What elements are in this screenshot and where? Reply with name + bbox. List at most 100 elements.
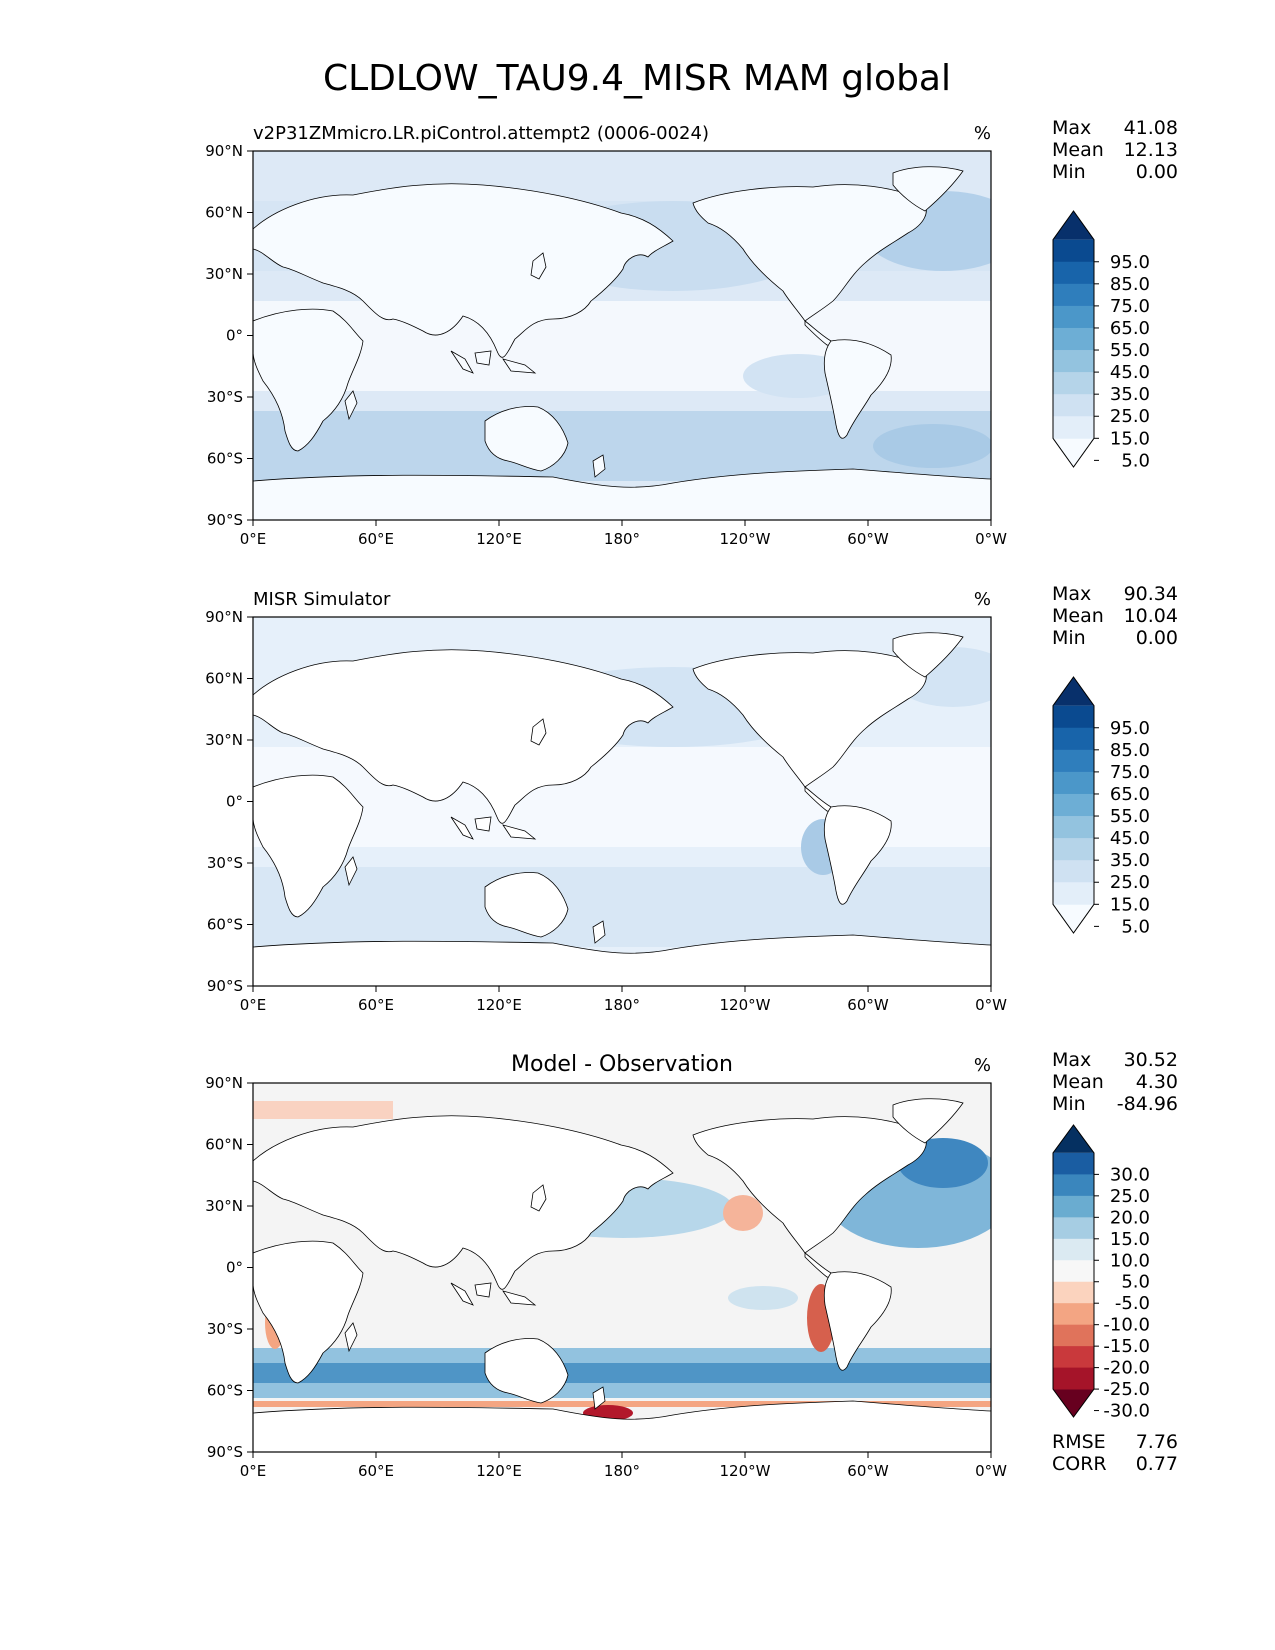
stat-value: 12.13 [1124, 139, 1178, 161]
xtick-label: 120°W [720, 996, 771, 1014]
ytick-label: 30°S [207, 1320, 243, 1338]
panel-difference-southern-ocean-core [253, 1363, 991, 1383]
colorbar-segment [1053, 1346, 1094, 1369]
colorbar-extend-min [1053, 438, 1094, 467]
colorbar-segment [1053, 1195, 1094, 1218]
xtick-label: 120°E [476, 996, 522, 1014]
panel-difference-error-stats: RMSE 7.76 CORR 0.77 [1052, 1431, 1178, 1475]
colorbar-segment [1053, 727, 1094, 751]
colorbar-segment [1053, 327, 1094, 351]
colorbar-tick-label: 55.0 [1110, 340, 1150, 361]
panel-model-southern-ocean-cloud [873, 424, 991, 468]
stat-label: Min [1052, 627, 1086, 649]
xtick-label: 120°W [720, 530, 771, 548]
ytick-label: 90°S [207, 511, 243, 529]
stat-value: 7.76 [1136, 1431, 1178, 1453]
xtick-label: 0°W [975, 1462, 1007, 1480]
colorbar-segment [1053, 771, 1094, 795]
colorbar-tick-label: -5.0 [1115, 1293, 1150, 1314]
panel-observation-stats: Max 90.34 Mean 10.04 Min 0.00 [1052, 583, 1178, 649]
ytick-label: 60°S [207, 916, 243, 934]
panel-difference-colorbar: 30.025.020.015.010.05.0-5.0-10.0-15.0-20… [1052, 1124, 1150, 1422]
panel-difference-map [253, 1083, 991, 1452]
ytick-label: 90°N [205, 608, 243, 626]
colorbar-tick-label: 65.0 [1110, 318, 1150, 339]
colorbar-segment [1053, 705, 1094, 729]
panel-model-stats: Max 41.08 Mean 12.13 Min 0.00 [1052, 117, 1178, 183]
colorbar-tick-label: 55.0 [1110, 806, 1150, 827]
stat-value: 30.52 [1124, 1049, 1178, 1071]
colorbar-extend-min [1053, 1389, 1094, 1417]
colorbar-segment [1053, 816, 1094, 839]
panel-model-map [253, 151, 991, 520]
colorbar-tick-label: 95.0 [1110, 252, 1150, 273]
colorbar-tick-label: -30.0 [1103, 1401, 1150, 1422]
colorbar-tick-label: 30.0 [1110, 1164, 1150, 1185]
colorbar-tick-label: -20.0 [1103, 1358, 1150, 1379]
ytick-label: 90°S [207, 977, 243, 995]
colorbar-segment [1053, 416, 1094, 439]
ytick-label: 30°N [205, 265, 243, 283]
colorbar-segment [1053, 1324, 1094, 1347]
colorbar-segment [1053, 793, 1094, 817]
colorbar-segment [1053, 882, 1094, 905]
xtick-label: 0°W [975, 996, 1007, 1014]
panel-observation-units: % [974, 589, 991, 610]
colorbar-tick-label: 75.0 [1110, 296, 1150, 317]
stat-value: 41.08 [1124, 117, 1178, 139]
colorbar-tick-label: 20.0 [1110, 1207, 1150, 1228]
panel-observation-left-title: MISR Simulator [253, 589, 391, 610]
stat-label: Mean [1052, 139, 1104, 161]
colorbar-segment [1053, 1217, 1094, 1240]
panel-difference-center-title: Model - Observation [511, 1052, 733, 1077]
stat-value: 0.77 [1136, 1453, 1178, 1475]
panel-difference-arctic-negative [253, 1101, 393, 1119]
stat-label: Min [1052, 1093, 1086, 1115]
colorbar-tick-label: 15.0 [1110, 428, 1150, 449]
stat-value: -84.96 [1117, 1093, 1178, 1115]
stat-value: 0.00 [1136, 627, 1178, 649]
panel-model-units: % [974, 123, 991, 144]
xtick-label: 180° [604, 1462, 640, 1480]
stat-label: Max [1052, 1049, 1091, 1071]
colorbar-tick-label: -10.0 [1103, 1315, 1150, 1336]
colorbar-segment [1053, 350, 1094, 373]
panel-model-yticks: 90°N 60°N 30°N 0° 30°S 60°S 90°S [205, 142, 253, 529]
xtick-label: 0°E [240, 530, 267, 548]
xtick-label: 0°E [240, 996, 267, 1014]
xtick-label: 180° [604, 996, 640, 1014]
colorbar-tick-label: 5.0 [1121, 1272, 1150, 1293]
ytick-label: 0° [226, 1259, 243, 1277]
colorbar-segment [1053, 239, 1094, 263]
panel-observation: MISR Simulator % 90°N 60°N 30°N [205, 589, 1007, 1014]
stat-value: 4.30 [1136, 1071, 1178, 1093]
figure-title: CLDLOW_TAU9.4_MISR MAM global [323, 58, 951, 99]
colorbar-segment [1053, 283, 1094, 307]
xtick-label: 60°W [847, 530, 889, 548]
colorbar-segment [1053, 749, 1094, 773]
stat-label: RMSE [1052, 1431, 1106, 1453]
stat-label: Mean [1052, 1071, 1104, 1093]
ytick-label: 60°N [205, 204, 243, 222]
ytick-label: 30°N [205, 1197, 243, 1215]
ytick-label: 30°N [205, 731, 243, 749]
panel-model-xticks: 0°E 60°E 120°E 180° 120°W 60°W 0°W [240, 520, 1007, 548]
colorbar-tick-label: 95.0 [1110, 718, 1150, 739]
panel-model-left-title: v2P31ZMmicro.LR.piControl.attempt2 (0006… [253, 123, 709, 144]
colorbar-segment [1053, 1367, 1094, 1390]
colorbar-tick-label: 85.0 [1110, 274, 1150, 295]
stat-label: Max [1052, 117, 1091, 139]
colorbar-segment [1053, 860, 1094, 883]
colorbar-extend-max [1053, 211, 1094, 240]
colorbar-extend-min [1053, 904, 1094, 933]
colorbar-tick-label: 45.0 [1110, 828, 1150, 849]
xtick-label: 60°W [847, 996, 889, 1014]
panel-observation-yticks: 90°N 60°N 30°N 0° 30°S 60°S 90°S [205, 608, 253, 995]
ytick-label: 0° [226, 327, 243, 345]
xtick-label: 120°W [720, 1462, 771, 1480]
stat-label: Mean [1052, 605, 1104, 627]
ytick-label: 90°N [205, 142, 243, 160]
colorbar-tick-label: 15.0 [1110, 1229, 1150, 1250]
colorbar-segment [1053, 394, 1094, 417]
panel-difference-antarctic-edge-negative [253, 1401, 991, 1407]
